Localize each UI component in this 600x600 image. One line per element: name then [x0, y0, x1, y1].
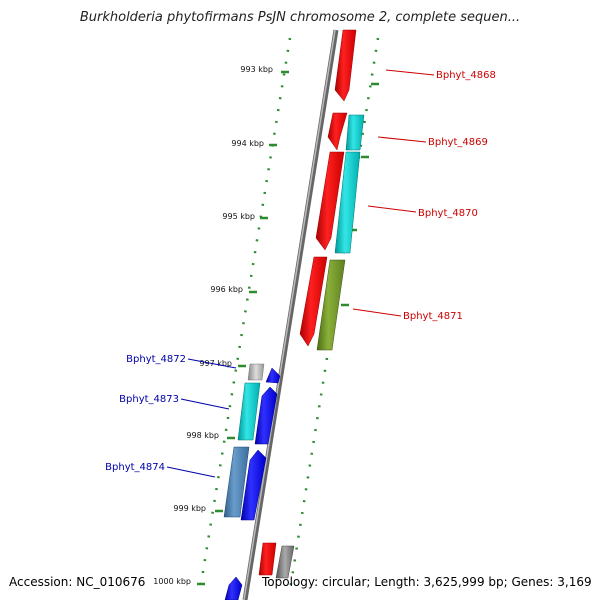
leader-line-4869: [377, 136, 427, 143]
leader-line-4870: [367, 205, 417, 213]
gene-4873-cyan-block[interactable]: [237, 382, 261, 441]
gene-4874-steel-block[interactable]: [223, 446, 250, 518]
leader-line-4873: [180, 398, 230, 410]
gene-4868-arrow[interactable]: [334, 29, 357, 102]
gene-4870-arrow[interactable]: [315, 151, 345, 251]
accession-text: Accession: NC_010676: [9, 575, 146, 589]
gene-bottom-gray-block[interactable]: [275, 545, 295, 579]
gene-label-4874[interactable]: Bphyt_4874: [105, 462, 165, 473]
leader-line-4874: [166, 466, 216, 478]
gene-4871-olive-block[interactable]: [316, 259, 346, 351]
gene-bottom-red-block[interactable]: [258, 542, 277, 576]
gene-4870-cyan-block[interactable]: [334, 151, 361, 254]
genome-summary-text: Topology: circular; Length: 3,625,999 bp…: [262, 575, 592, 589]
gene-label-4871[interactable]: Bphyt_4871: [403, 311, 463, 322]
gene-4869-cyan-block-upper[interactable]: [345, 114, 365, 151]
leader-line-4871: [352, 308, 402, 317]
gene-bottom-blue-arrow[interactable]: [224, 576, 243, 600]
gene-label-4868[interactable]: Bphyt_4868: [436, 70, 496, 81]
chromosome-axis: [242, 29, 339, 600]
tick-label-997: 997 kbp: [199, 359, 232, 368]
tick-marks: [197, 70, 289, 586]
gene-4872-blue-arrow[interactable]: [265, 367, 281, 384]
tick-label-1000: 1000 kbp: [153, 577, 191, 586]
gene-label-4869[interactable]: Bphyt_4869: [428, 137, 488, 148]
tick-label-994: 994 kbp: [231, 139, 264, 148]
map-title: Burkholderia phytofirmans PsJN chromosom…: [79, 10, 521, 25]
gene-4871-arrow[interactable]: [299, 256, 328, 347]
tick-label-998: 998 kbp: [186, 431, 219, 440]
leader-line-4868: [385, 69, 435, 76]
tick-label-993: 993 kbp: [240, 65, 273, 74]
gene-label-4872[interactable]: Bphyt_4872: [126, 354, 186, 365]
leader-line-4872: [187, 358, 237, 369]
tick-label-999: 999 kbp: [173, 504, 206, 513]
gene-4872-gray-block[interactable]: [247, 363, 265, 381]
gene-4869-arrow[interactable]: [327, 112, 348, 151]
gene-4873-blue-arrow[interactable]: [254, 386, 278, 445]
chromosome-axis-highlight: [243, 29, 336, 600]
gene-4874-blue-arrow[interactable]: [240, 449, 267, 521]
gene-label-4870[interactable]: Bphyt_4870: [418, 208, 478, 219]
tick-label-995: 995 kbp: [222, 212, 255, 221]
tick-label-996: 996 kbp: [210, 285, 243, 294]
gene-label-4873[interactable]: Bphyt_4873: [119, 394, 179, 405]
